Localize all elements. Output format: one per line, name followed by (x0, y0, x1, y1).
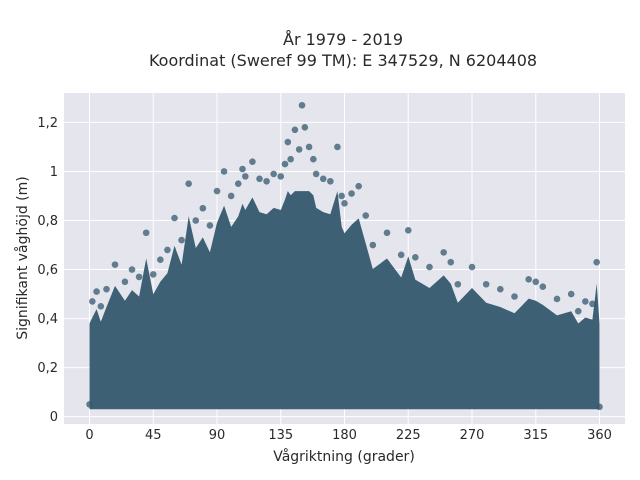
y-tick-label: 1 (50, 165, 58, 180)
y-tick-label: 0,4 (37, 312, 58, 327)
data-point (589, 300, 596, 308)
data-point (338, 192, 345, 200)
data-point (135, 273, 143, 281)
data-point (284, 138, 292, 146)
data-point (142, 229, 150, 237)
data-point (468, 263, 476, 271)
data-point (574, 307, 582, 315)
data-point (103, 285, 110, 293)
data-point (281, 160, 289, 168)
data-point (199, 204, 207, 212)
y-tick-label: 0,6 (37, 263, 58, 278)
data-point (93, 288, 100, 295)
chart-subtitle: Koordinat (Sweref 99 TM): E 347529, N 62… (149, 51, 537, 70)
data-point (404, 227, 412, 234)
x-tick-label: 270 (460, 428, 485, 443)
data-point (355, 182, 362, 190)
point-cloud (89, 191, 600, 410)
dense-point-region (89, 191, 600, 410)
x-tick-label: 90 (209, 428, 226, 443)
data-point (567, 290, 575, 298)
data-point (553, 295, 561, 303)
data-point (213, 187, 221, 195)
data-point (397, 251, 405, 259)
data-point (539, 283, 547, 290)
data-point (426, 263, 433, 271)
data-point (327, 177, 334, 185)
data-point (412, 253, 419, 261)
data-point (242, 173, 249, 180)
data-point (301, 124, 309, 131)
data-point (310, 155, 317, 163)
data-point (277, 173, 285, 180)
data-point (234, 180, 242, 188)
data-point (121, 278, 129, 286)
data-point (287, 155, 294, 163)
data-point (291, 126, 299, 134)
data-point (206, 222, 214, 229)
data-point (164, 246, 171, 254)
x-tick-label: 225 (396, 428, 421, 443)
y-tick-label: 0,8 (37, 214, 58, 229)
data-point (270, 170, 277, 178)
data-point (334, 143, 341, 151)
data-point (454, 280, 462, 288)
data-point (171, 214, 178, 222)
x-tick-label: 45 (145, 428, 162, 443)
data-point (348, 190, 355, 197)
data-points (86, 101, 603, 411)
y-tick-label: 1,2 (37, 116, 58, 131)
y-axis-ticks: 0 0,2 0,4 0,6 0,8 1 1,2 (37, 116, 58, 425)
data-point (227, 192, 235, 200)
y-axis-title: Signifikant våghöjd (m) (14, 176, 31, 339)
data-point (220, 168, 228, 175)
y-tick-label: 0 (50, 410, 58, 425)
data-point (319, 175, 327, 183)
data-point (239, 165, 246, 173)
data-point (525, 276, 532, 283)
data-point (312, 170, 320, 178)
data-point (298, 101, 306, 109)
data-point (86, 401, 93, 408)
data-point (295, 146, 303, 153)
data-point (192, 217, 200, 224)
data-point (128, 266, 136, 273)
data-point (593, 258, 600, 266)
data-point (89, 298, 96, 305)
data-point (157, 256, 164, 264)
data-point (511, 293, 518, 300)
y-tick-label: 0,2 (37, 361, 58, 376)
data-point (256, 175, 263, 183)
data-point (263, 177, 270, 185)
data-point (447, 258, 455, 266)
data-point (249, 158, 256, 165)
chart-title: År 1979 - 2019 (283, 30, 403, 49)
data-point (369, 241, 377, 249)
data-point (341, 200, 348, 207)
data-point (185, 180, 192, 188)
data-point (532, 278, 540, 286)
data-point (440, 249, 447, 256)
x-axis-ticks: 0 45 90 135 180 225 270 315 360 (85, 428, 612, 443)
data-point (362, 212, 370, 219)
x-tick-label: 0 (85, 428, 93, 443)
data-point (178, 236, 185, 244)
data-point (97, 303, 105, 310)
data-point (596, 403, 603, 411)
data-point (383, 229, 391, 237)
x-tick-label: 315 (523, 428, 548, 443)
x-axis-title: Vågriktning (grader) (273, 448, 415, 465)
x-tick-label: 180 (332, 428, 357, 443)
data-point (582, 298, 589, 305)
data-point (305, 143, 313, 151)
x-tick-label: 360 (587, 428, 612, 443)
data-point (149, 271, 157, 278)
data-point (482, 280, 490, 288)
data-point (111, 261, 119, 268)
data-point (497, 285, 504, 293)
x-tick-label: 135 (268, 428, 293, 443)
